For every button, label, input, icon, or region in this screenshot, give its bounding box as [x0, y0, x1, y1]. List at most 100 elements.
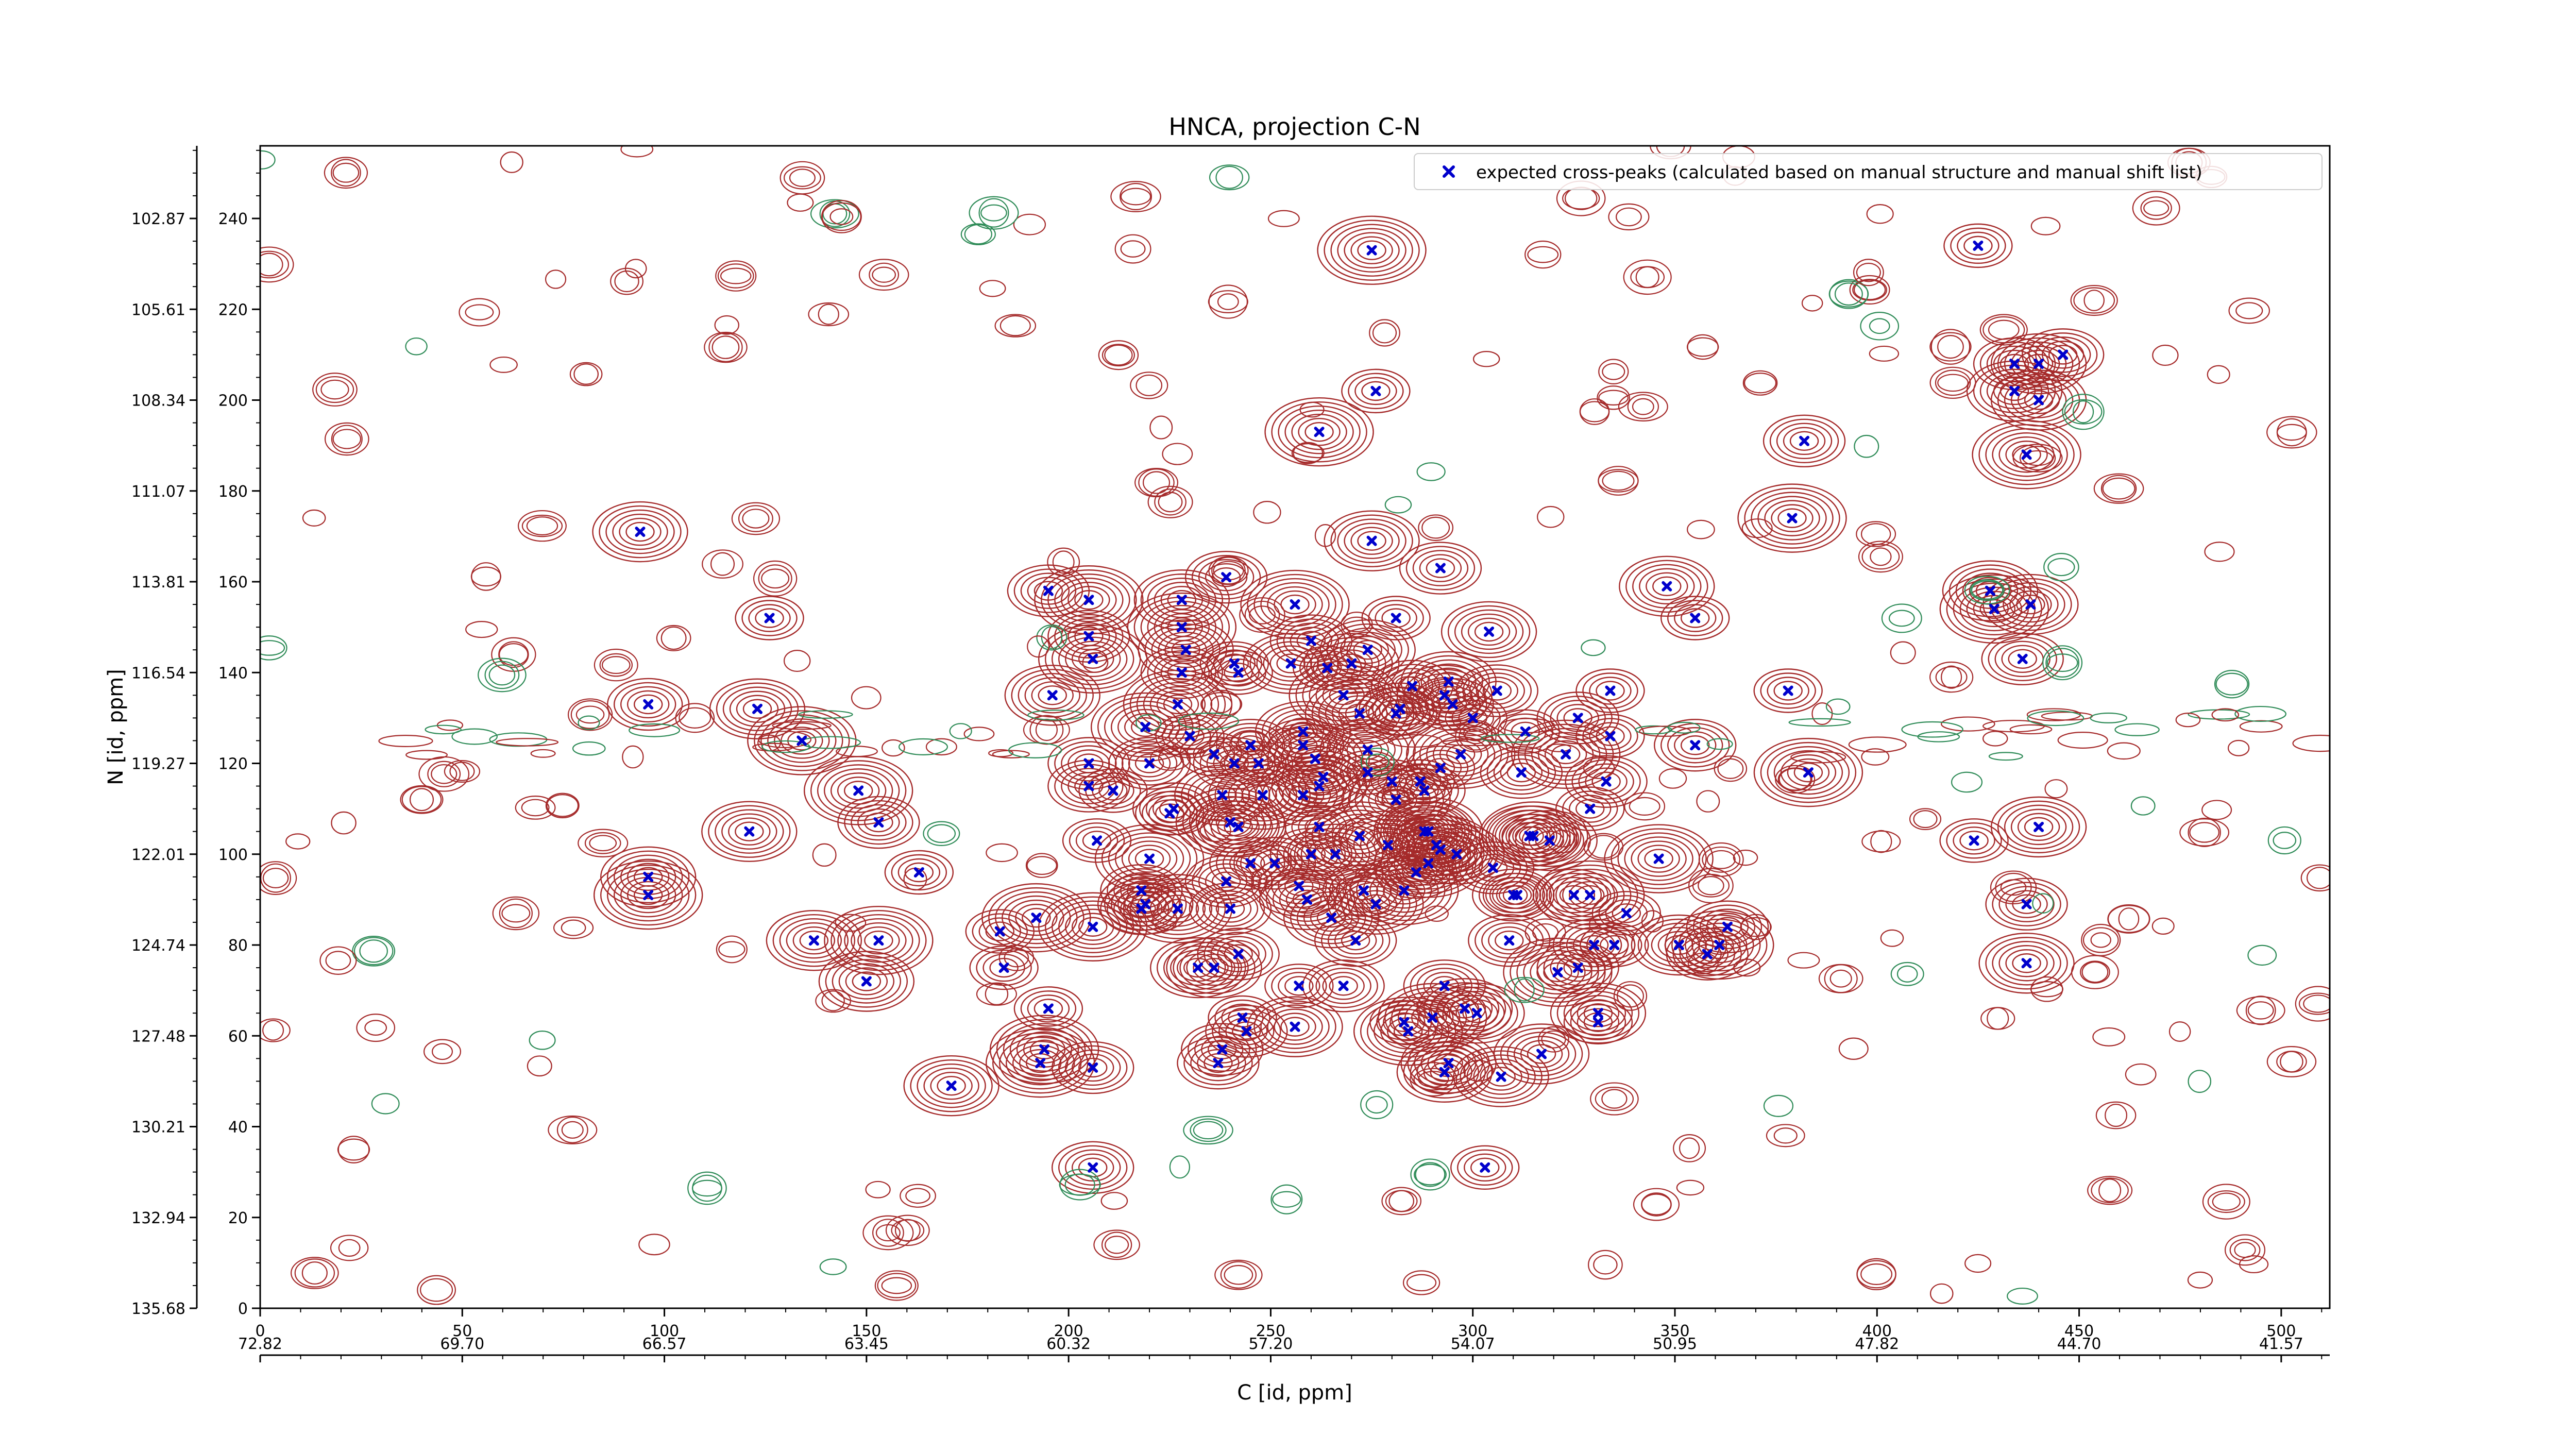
noise-contour: [2303, 994, 2330, 1013]
noise-contour: [1829, 279, 1869, 309]
noise-contour: [1402, 1270, 1440, 1295]
contour-ring: [755, 608, 784, 628]
noise-contour: [573, 363, 599, 385]
cross-peak-point: [1601, 776, 1612, 787]
ridge-contour: [949, 723, 972, 739]
noise-contour: [1162, 443, 1193, 465]
noise-contour: [1849, 275, 1890, 305]
cross-peak-point: [1217, 1044, 1228, 1055]
cross-peak-point: [2021, 958, 2032, 969]
contour-ring: [1150, 937, 1246, 999]
x-tick-label: 400: [1862, 1322, 1892, 1340]
noise-contour: [1416, 462, 1446, 481]
noise-contour: [1152, 908, 1178, 931]
noise-contour: [999, 315, 1031, 336]
contour-ring: [1681, 608, 1710, 628]
noise-contour: [1004, 948, 1029, 968]
cross-peak-point: [1568, 890, 1579, 901]
contour-ring: [1074, 776, 1104, 796]
contour-ring: [2005, 949, 2048, 977]
noise-contour: [2168, 1021, 2191, 1042]
contour-ring: [1261, 719, 1345, 772]
noise-contour: [821, 200, 862, 233]
legend-marker-glyph: [1443, 165, 1455, 178]
contour-ring: [1274, 1013, 1316, 1041]
contour-ring: [1241, 781, 1284, 809]
noise-contour: [1104, 344, 1133, 366]
contour-ring: [1699, 908, 1756, 945]
noise-contour: [1890, 641, 1916, 664]
contour-ring: [1565, 755, 1648, 808]
cross-peak-point: [1314, 781, 1325, 791]
noise-contour: [783, 166, 821, 190]
contour-ring: [1470, 1157, 1500, 1178]
contour-ring: [1357, 531, 1386, 551]
contour-ring: [1692, 904, 1762, 949]
x-tick-label: 0: [255, 1322, 265, 1340]
noise-contour: [465, 304, 494, 320]
contour-ring: [1361, 381, 1391, 401]
contour-ring: [1296, 631, 1326, 651]
contour-ring: [824, 905, 934, 975]
noise-contour: [1766, 1124, 1805, 1148]
noise-contour: [1856, 1260, 1896, 1289]
noise-contour: [260, 640, 285, 656]
contour-ring: [1058, 636, 1128, 682]
contour-ring: [1205, 563, 1248, 592]
noise-contour: [1818, 964, 1863, 993]
cross-peak-point: [1298, 726, 1309, 737]
contour-ring: [1247, 996, 1343, 1057]
noise-contour: [1514, 978, 1535, 1002]
cross-peak-point: [1799, 435, 1810, 446]
contour-ring: [972, 913, 1028, 950]
y-tick-label: 20: [228, 1209, 248, 1227]
contour-ring: [1966, 590, 2023, 628]
contour-ring: [774, 722, 830, 759]
noise-contour: [2092, 1027, 2126, 1047]
contour-ring: [1379, 695, 1421, 723]
contour-ring: [1330, 514, 1413, 567]
y-tick-label: 220: [218, 301, 248, 319]
contour-ring: [1455, 664, 1538, 717]
contour-ring: [1198, 863, 1255, 900]
noise-contour: [489, 356, 518, 373]
noise-contour: [1988, 319, 2020, 340]
noise-contour: [1980, 1007, 2015, 1030]
cross-peak-point: [2009, 359, 2020, 369]
noise-contour: [1134, 468, 1179, 498]
cross-peak-point: [1314, 427, 1325, 437]
noise-contour: [2030, 976, 2063, 1002]
cross-peak-point: [1350, 935, 1361, 946]
noise-contour: [1801, 295, 1823, 312]
cross-peak-point: [1306, 635, 1316, 646]
contour-ring: [1234, 777, 1291, 814]
noise-contour: [985, 983, 1009, 1006]
noise-contour: [492, 896, 540, 931]
noise-contour: [660, 626, 687, 650]
contour-ring: [1338, 822, 1381, 850]
cross-peak-point: [1225, 903, 1235, 914]
contour-ring: [1357, 240, 1386, 260]
noise-contour: [1896, 965, 1918, 983]
noise-contour: [1149, 746, 1191, 771]
noise-contour: [1047, 547, 1080, 577]
noise-contour: [2247, 944, 2277, 966]
contour-ring: [1992, 882, 2061, 926]
cross-peak-point: [1419, 785, 1430, 796]
noise-contour: [1114, 234, 1151, 264]
noise-contour: [1291, 443, 1325, 463]
noise-contour: [1385, 1190, 1418, 1212]
noise-contour: [594, 648, 638, 682]
contour-ring: [1502, 885, 1532, 905]
secondary-x-tick-label: 47.82: [1855, 1335, 1899, 1353]
contour-ring: [2008, 649, 2037, 669]
ridge-contour: [1008, 742, 1062, 758]
noise-contour: [1602, 363, 1625, 380]
noise-contour: [1598, 469, 1639, 493]
contour-ring: [1210, 936, 1266, 972]
cross-peak-point: [1326, 913, 1337, 923]
contour-ring: [1209, 837, 1292, 890]
noise-contour: [1987, 1007, 2009, 1030]
contour-ring: [1319, 719, 1416, 781]
